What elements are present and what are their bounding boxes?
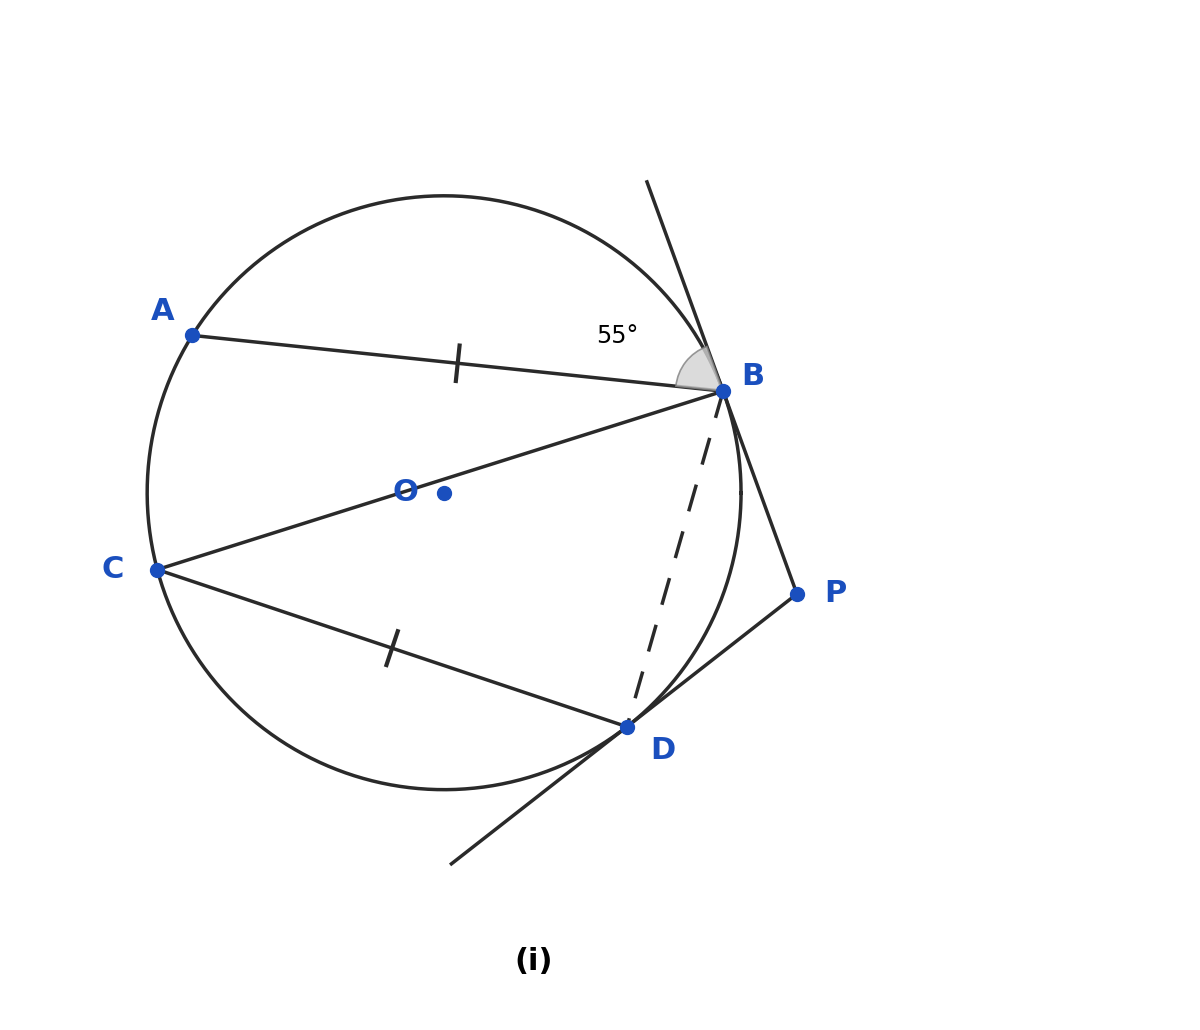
Text: (i): (i) <box>514 948 552 976</box>
Text: 55°: 55° <box>596 324 638 348</box>
Text: P: P <box>824 580 847 609</box>
Point <box>714 383 733 400</box>
Text: C: C <box>102 555 124 584</box>
Text: D: D <box>650 736 676 765</box>
Text: O: O <box>392 478 419 507</box>
Point <box>182 328 202 344</box>
Point <box>434 484 454 501</box>
Text: A: A <box>151 297 174 327</box>
Point <box>148 561 167 578</box>
Point <box>787 586 806 603</box>
Wedge shape <box>676 346 724 391</box>
Point <box>617 719 636 735</box>
Text: B: B <box>742 362 764 390</box>
